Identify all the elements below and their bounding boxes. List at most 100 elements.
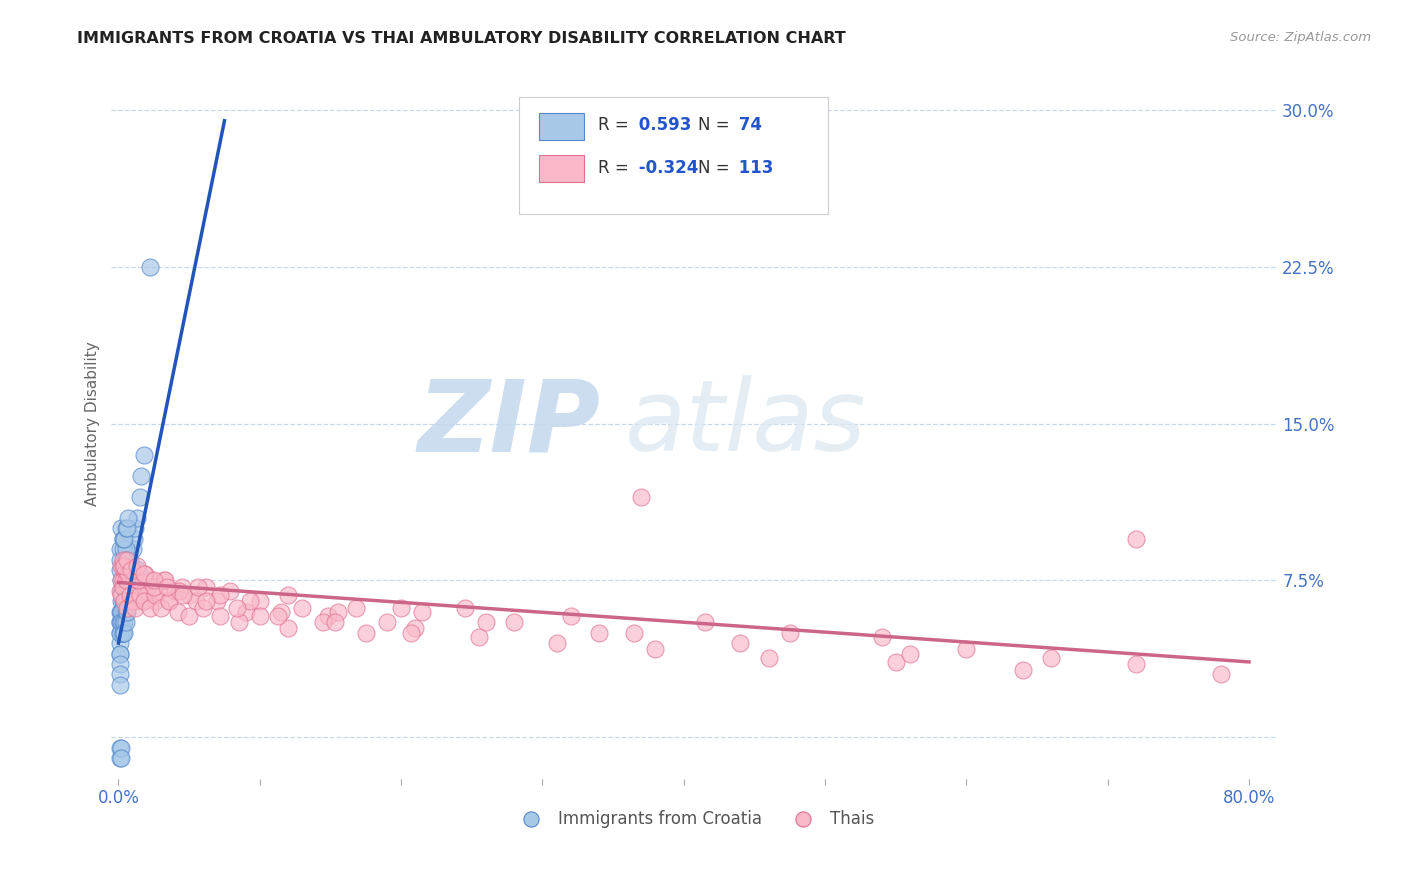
Point bbox=[115, 600, 138, 615]
Point bbox=[117, 574, 139, 588]
Point bbox=[112, 594, 135, 608]
Point bbox=[110, 605, 132, 619]
Point bbox=[108, 740, 131, 755]
Point bbox=[114, 583, 136, 598]
Point bbox=[110, 605, 132, 619]
Point bbox=[108, 647, 131, 661]
Point bbox=[114, 574, 136, 588]
Point bbox=[249, 594, 271, 608]
Point bbox=[195, 580, 218, 594]
Point bbox=[1040, 650, 1063, 665]
Point bbox=[779, 625, 801, 640]
Point bbox=[108, 625, 131, 640]
FancyBboxPatch shape bbox=[519, 97, 828, 214]
Point bbox=[468, 630, 491, 644]
Point bbox=[114, 542, 136, 557]
Point bbox=[108, 552, 131, 566]
Point bbox=[209, 609, 232, 624]
Point bbox=[118, 574, 141, 588]
Point bbox=[127, 574, 149, 588]
Point bbox=[118, 594, 141, 608]
Point bbox=[235, 605, 257, 619]
Point bbox=[131, 594, 153, 608]
Point bbox=[125, 510, 148, 524]
Point bbox=[108, 657, 131, 671]
Point bbox=[112, 532, 135, 546]
Point bbox=[108, 751, 131, 765]
Point bbox=[110, 558, 132, 573]
Point bbox=[344, 600, 367, 615]
Point bbox=[730, 636, 752, 650]
Text: 0.593: 0.593 bbox=[633, 116, 690, 135]
Point bbox=[110, 751, 132, 765]
Point bbox=[111, 552, 134, 566]
Point bbox=[112, 615, 135, 630]
Point bbox=[291, 600, 314, 615]
Point bbox=[110, 625, 132, 640]
Point bbox=[121, 563, 143, 577]
Point bbox=[108, 605, 131, 619]
Point bbox=[153, 574, 176, 588]
Point bbox=[172, 588, 194, 602]
Point bbox=[475, 615, 498, 630]
Point bbox=[115, 594, 138, 608]
Point bbox=[454, 600, 477, 615]
Point bbox=[110, 521, 132, 535]
Point bbox=[114, 563, 136, 577]
Point bbox=[270, 605, 292, 619]
Point bbox=[111, 625, 134, 640]
Point bbox=[108, 583, 131, 598]
Point bbox=[110, 583, 132, 598]
Point bbox=[112, 563, 135, 577]
Legend: Immigrants from Croatia, Thais: Immigrants from Croatia, Thais bbox=[508, 803, 882, 835]
Point bbox=[110, 740, 132, 755]
Point bbox=[127, 563, 149, 577]
Point bbox=[693, 615, 716, 630]
Point bbox=[122, 574, 145, 588]
Point bbox=[108, 667, 131, 681]
Point bbox=[226, 600, 249, 615]
Text: 74: 74 bbox=[733, 116, 762, 135]
Point bbox=[546, 636, 568, 650]
Point bbox=[1012, 663, 1035, 677]
Point bbox=[163, 583, 186, 598]
Point bbox=[121, 542, 143, 557]
Text: N =: N = bbox=[697, 116, 735, 135]
Point bbox=[124, 594, 146, 608]
Point bbox=[110, 574, 132, 588]
Point bbox=[644, 642, 666, 657]
Point bbox=[870, 630, 893, 644]
Point bbox=[112, 605, 135, 619]
Point bbox=[117, 510, 139, 524]
Point bbox=[128, 490, 150, 504]
Text: N =: N = bbox=[697, 159, 735, 177]
Point bbox=[112, 563, 135, 577]
Point bbox=[623, 625, 645, 640]
Point bbox=[316, 609, 339, 624]
Point bbox=[249, 609, 271, 624]
Point bbox=[117, 567, 139, 582]
Point bbox=[884, 655, 907, 669]
Point bbox=[111, 558, 134, 573]
Point bbox=[117, 580, 139, 594]
Point bbox=[125, 580, 148, 594]
Point bbox=[110, 615, 132, 630]
Point bbox=[121, 594, 143, 608]
Point bbox=[142, 574, 165, 588]
Point bbox=[239, 594, 262, 608]
Point bbox=[758, 650, 780, 665]
Text: Source: ZipAtlas.com: Source: ZipAtlas.com bbox=[1230, 31, 1371, 45]
Point bbox=[1125, 657, 1147, 671]
Point bbox=[118, 588, 141, 602]
Point bbox=[166, 605, 188, 619]
Point bbox=[157, 594, 180, 608]
Point bbox=[117, 563, 139, 577]
Point bbox=[503, 615, 526, 630]
Point bbox=[108, 615, 131, 630]
Point bbox=[128, 588, 150, 602]
Point bbox=[127, 588, 149, 602]
Point bbox=[108, 636, 131, 650]
Point bbox=[312, 615, 335, 630]
Text: ZIP: ZIP bbox=[418, 376, 602, 472]
Point bbox=[111, 605, 134, 619]
